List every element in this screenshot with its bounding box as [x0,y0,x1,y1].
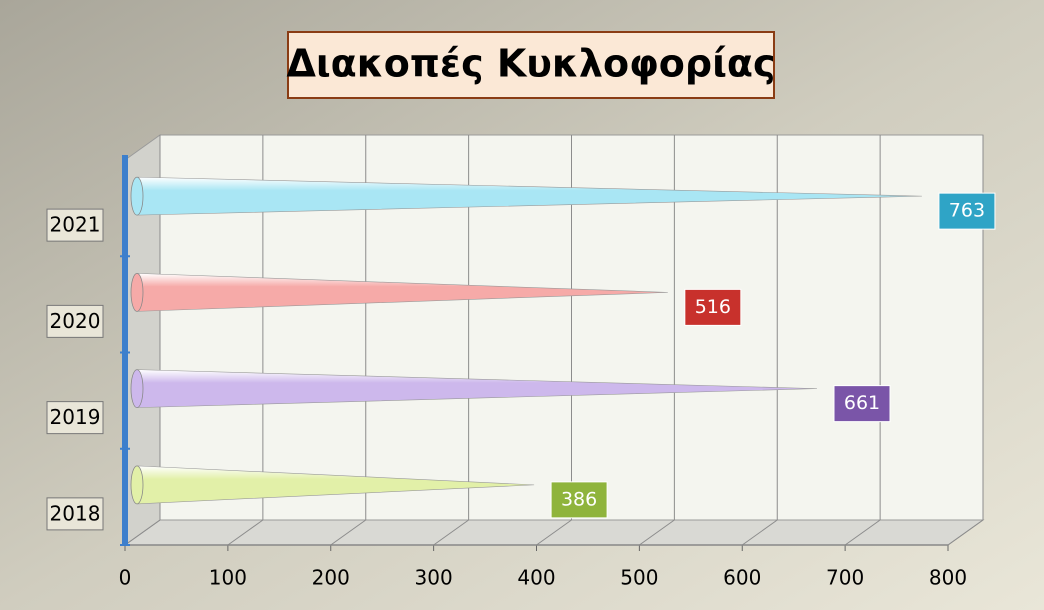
x-tick-label: 500 [620,566,658,590]
value-label: 386 [561,488,597,510]
cone-base [130,272,144,312]
cone-base [130,465,144,505]
value-label: 661 [844,392,880,414]
chart-title: Διακοπές Κυκλοφορίας [286,42,775,86]
floor-grid-line [227,519,264,546]
x-tick-label: 300 [415,566,453,590]
value-label-box [550,481,608,519]
y-tick-label: 2018 [50,501,101,525]
floor-grid-line [536,519,572,546]
floor-grid-line [330,519,367,546]
floor-grid-line [844,519,881,546]
category-label-box [46,497,104,531]
x-tick-label: 400 [517,566,555,590]
title-box [287,31,775,99]
x-tick-label: 200 [312,566,350,590]
value-label: 763 [949,200,985,222]
value-label-box [833,385,891,423]
value-label-box [684,288,742,326]
category-label-box [46,304,104,338]
x-tick-label: 700 [826,566,864,590]
category-label-box [46,208,104,242]
floor-grid-line [433,519,469,546]
floor-grid-line [124,519,161,546]
y-tick-label: 2020 [50,309,101,333]
floor-grid-line [947,519,984,546]
y-tick-label: 2021 [50,213,101,237]
y-tick-label: 2019 [50,405,101,429]
cone-base [130,176,144,216]
x-tick-label: 100 [209,566,247,590]
floor-grid-line [639,519,675,546]
cone-base [130,369,144,409]
x-tick-label: 800 [929,566,967,590]
floor-grid-line [741,519,778,546]
value-label-box [938,192,996,230]
x-tick-label: 600 [723,566,761,590]
value-label: 516 [695,296,731,318]
x-tick-label: 0 [119,566,132,590]
category-label-box [46,401,104,435]
plot-area: 0 100 200 300 400 500 600 700 800 2018 386 2019 661 2… [46,134,996,590]
